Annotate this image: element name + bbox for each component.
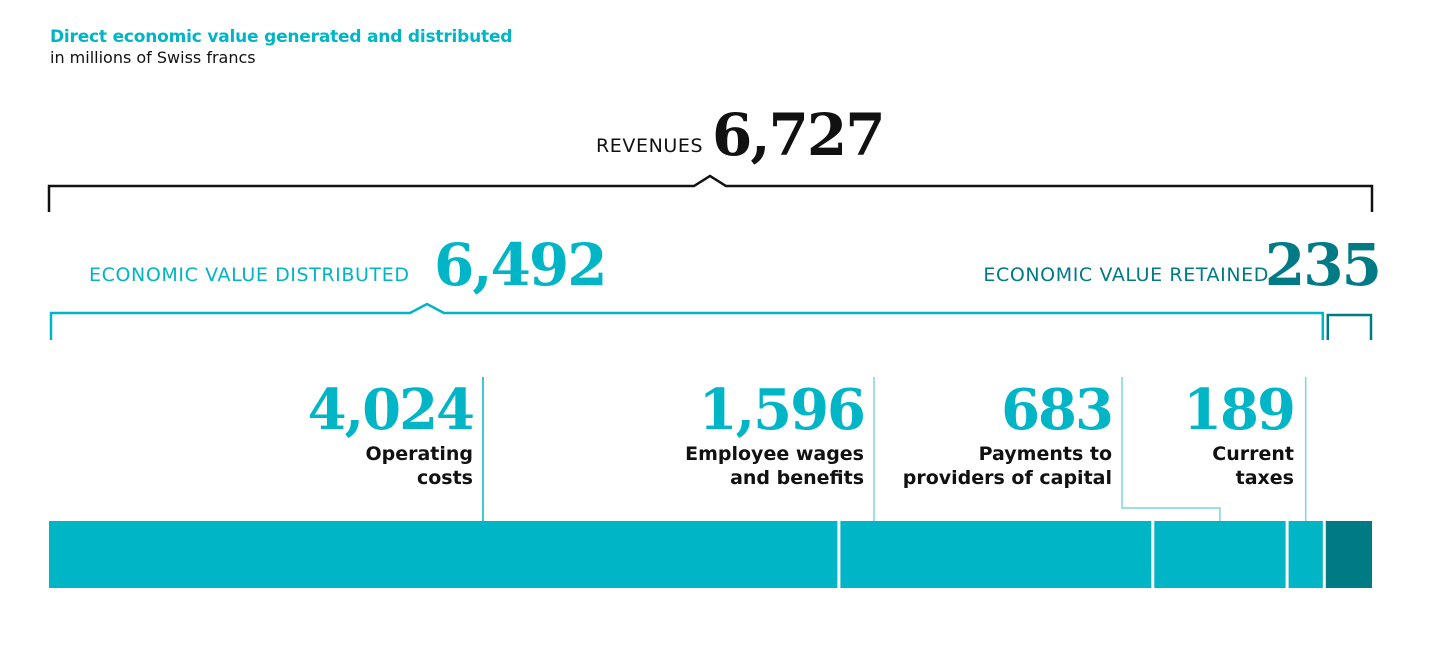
category-value: 4,024 [307,377,475,443]
category-label-line1: Operating [365,443,473,465]
category-label-line2: providers of capital [902,467,1112,489]
category-employee-wages: 1,596 Employee wages and benefits [685,377,866,490]
category-label-line1: Payments to [978,443,1112,465]
category-label-line2: taxes [1235,467,1294,489]
category-label-line2: and benefits [730,467,864,489]
revenues-bracket [47,174,1374,212]
distributed-label: ECONOMIC VALUE DISTRIBUTED [89,264,410,286]
category-operating-costs: 4,024 Operating costs [307,377,475,490]
distributed-value: 6,492 [434,231,608,299]
chart-title: Direct economic value generated and dist… [50,27,513,47]
bar-segment-payments-to-providers-of-capital [1154,521,1286,588]
retained-label: ECONOMIC VALUE RETAINED [983,264,1269,286]
revenues-label: REVENUES [596,135,704,157]
bar-segment-current-taxes [1288,521,1323,588]
category-label-line1: Employee wages [685,443,864,465]
category-value: 1,596 [698,377,866,443]
revenues-value: 6,727 [712,101,886,169]
category-current-taxes: 189 Current taxes [1183,377,1296,490]
category-label-line2: costs [416,467,473,489]
category-value: 189 [1183,377,1296,443]
chart-subtitle: in millions of Swiss francs [50,48,256,67]
bar-segment-economic-value-retained [1325,521,1372,588]
bar-segment-employee-wages-and-benefits [840,521,1152,588]
connector-providers-of-capital [1121,377,1221,521]
retained-value: 235 [1264,231,1382,299]
category-label-line1: Current [1212,443,1294,465]
category-providers-of-capital: 683 Payments to providers of capital [902,377,1114,490]
category-value: 683 [1001,377,1114,443]
distributed-bracket [49,302,1325,340]
retained-bracket [1326,313,1373,340]
bar-segment-operating-costs [49,521,838,588]
